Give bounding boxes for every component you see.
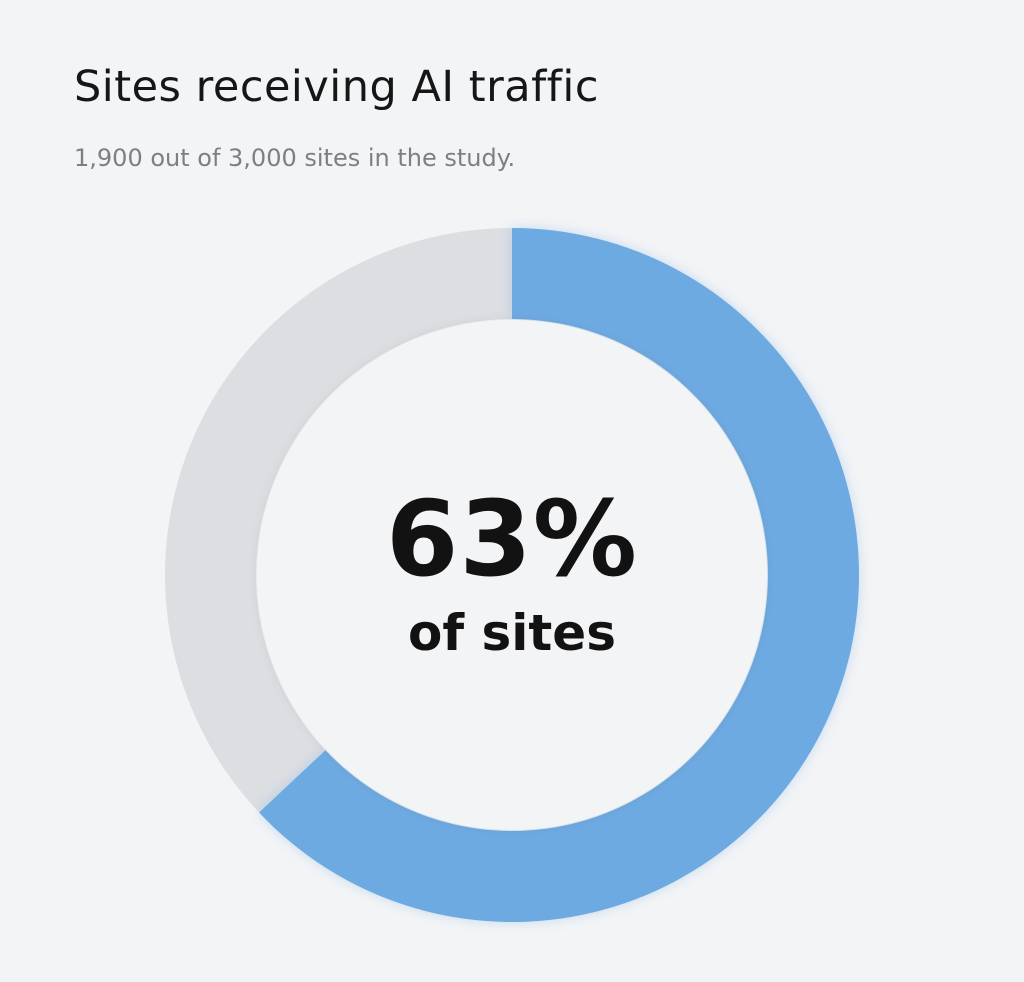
percentage-value: 63% <box>386 478 638 600</box>
chart-subtitle: 1,900 out of 3,000 sites in the study. <box>74 144 516 172</box>
donut-segment-remaining <box>165 228 512 813</box>
percentage-caption: of sites <box>408 604 616 662</box>
donut-center-label: 63% of sites <box>386 487 638 663</box>
donut-hole <box>257 320 767 830</box>
chart-title: Sites receiving AI traffic <box>74 62 599 112</box>
donut-segment-filled <box>259 228 860 923</box>
